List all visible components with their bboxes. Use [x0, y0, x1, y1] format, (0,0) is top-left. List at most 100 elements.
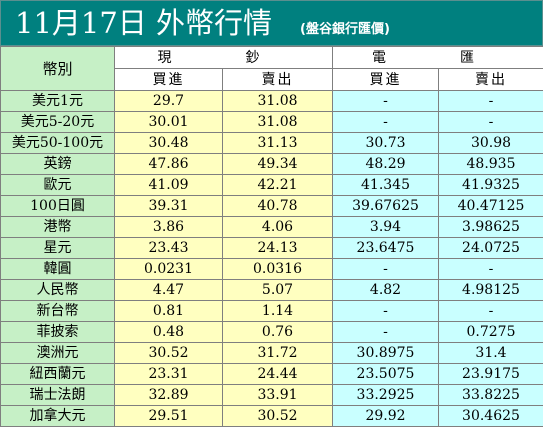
- table-row: 美元1元 29.7 31.08- -: [0, 90, 543, 112]
- table-row: 澳洲元 30.52 31.72 30.8975 31.4: [0, 342, 543, 364]
- cash-sell-header: 賣出: [222, 68, 333, 91]
- wire-buy-value: 23.6475: [332, 237, 439, 259]
- cash-sell-value: 5.07: [222, 279, 333, 301]
- wire-buy-value: -: [332, 111, 439, 133]
- cash-sell-value: 24.13: [222, 237, 333, 259]
- wire-buy-value: 30.73: [332, 132, 439, 154]
- page-subtitle: (盤谷銀行匯價): [300, 21, 390, 37]
- cash-buy-value: 30.52: [114, 342, 223, 364]
- wire-sell-value: 3.98625: [438, 216, 543, 238]
- currency-name: 加拿大元: [0, 405, 115, 427]
- cash-buy-value: 30.01: [114, 111, 223, 133]
- wire-buy-header: 買進: [332, 68, 439, 91]
- wire-sell-header: 賣出: [438, 68, 543, 91]
- cash-buy-value: 29.51: [114, 405, 223, 427]
- cash-buy-value: 0.81: [114, 300, 223, 322]
- table-row: 歐元 41.09 42.21 41.345 41.9325: [0, 174, 543, 196]
- table-row: 瑞士法朗 32.89 33.91 33.2925 33.8225: [0, 384, 543, 406]
- wire-sell-value: -: [438, 258, 543, 280]
- wire-sell-value: 4.98125: [438, 279, 543, 301]
- currency-name: 人民幣: [0, 279, 115, 301]
- cash-buy-value: 47.86: [114, 153, 223, 175]
- currency-name: 港幣: [0, 216, 115, 238]
- table-row: 新台幣 0.81 1.14- -: [0, 300, 543, 322]
- cash-sell-value: 1.14: [222, 300, 333, 322]
- wire-sell-value: 24.0725: [438, 237, 543, 259]
- cash-buy-header: 買進: [114, 68, 223, 91]
- table-row: 英鎊 47.86 49.34 48.29 48.935: [0, 153, 543, 175]
- cash-buy-value: 29.7: [114, 90, 223, 112]
- wire-buy-value: 30.8975: [332, 342, 439, 364]
- wire-sell-value: -: [438, 111, 543, 133]
- currency-name: 英鎊: [0, 153, 115, 175]
- cash-sell-value: 30.52: [222, 405, 333, 427]
- cash-buy-value: 0.48: [114, 321, 223, 343]
- table-row: 100日圓 39.31 40.78 39.67625 40.47125: [0, 195, 543, 217]
- exchange-rate-table: 幣別 現 鈔 電 匯 買進 賣出 買進 賣出 美元1元 29.7 31.08- - 美元…: [0, 46, 543, 427]
- wire-sell-value: -: [438, 90, 543, 112]
- currency-name: 新台幣: [0, 300, 115, 322]
- wire-sell-value: 30.98: [438, 132, 543, 154]
- wire-buy-value: -: [332, 321, 439, 343]
- page-title: 11月17日 外幣行情: [15, 6, 273, 40]
- cash-sell-value: 31.08: [222, 111, 333, 133]
- currency-name: 美元50-100元: [0, 132, 115, 154]
- table-row: 美元5-20元 30.01 31.08- -: [0, 111, 543, 133]
- cash-sell-value: 0.76: [222, 321, 333, 343]
- wire-sell-value: 30.4625: [438, 405, 543, 427]
- table-row: 港幣 3.86 4.06 3.94 3.98625: [0, 216, 543, 238]
- wire-buy-value: 48.29: [332, 153, 439, 175]
- currency-name: 星元: [0, 237, 115, 259]
- wire-buy-value: 33.2925: [332, 384, 439, 406]
- cash-buy-value: 30.48: [114, 132, 223, 154]
- wire-buy-value: -: [332, 90, 439, 112]
- currency-header: 幣別: [0, 46, 115, 91]
- wire-sell-value: 23.9175: [438, 363, 543, 385]
- currency-name: 韓圓: [0, 258, 115, 280]
- currency-name: 澳洲元: [0, 342, 115, 364]
- cash-sell-value: 42.21: [222, 174, 333, 196]
- wire-buy-value: 41.345: [332, 174, 439, 196]
- cash-sell-value: 33.91: [222, 384, 333, 406]
- table-row: 紐西蘭元 23.31 24.44 23.5075 23.9175: [0, 363, 543, 385]
- cash-buy-value: 4.47: [114, 279, 223, 301]
- table-row: 星元 23.43 24.13 23.6475 24.0725: [0, 237, 543, 259]
- cash-sell-value: 4.06: [222, 216, 333, 238]
- currency-name: 歐元: [0, 174, 115, 196]
- header-row-sub: 買進 賣出 買進 賣出: [1, 68, 543, 91]
- wire-sell-value: 40.47125: [438, 195, 543, 217]
- cash-sell-value: 31.13: [222, 132, 333, 154]
- cash-buy-value: 39.31: [114, 195, 223, 217]
- cash-buy-value: 0.0231: [114, 258, 223, 280]
- wire-sell-value: 33.8225: [438, 384, 543, 406]
- wire-sell-value: 48.935: [438, 153, 543, 175]
- table-row: 美元50-100元 30.48 31.13 30.73 30.98: [0, 132, 543, 154]
- cash-buy-value: 23.31: [114, 363, 223, 385]
- cash-sell-value: 31.72: [222, 342, 333, 364]
- currency-name: 美元5-20元: [0, 111, 115, 133]
- cash-header: 現 鈔: [114, 46, 333, 69]
- wire-buy-value: 29.92: [332, 405, 439, 427]
- cash-sell-value: 24.44: [222, 363, 333, 385]
- wire-header: 電 匯: [332, 46, 543, 69]
- currency-name: 100日圓: [0, 195, 115, 217]
- currency-name: 瑞士法朗: [0, 384, 115, 406]
- table-row: 加拿大元 29.51 30.52 29.92 30.4625: [0, 405, 543, 427]
- cash-sell-value: 40.78: [222, 195, 333, 217]
- currency-name: 美元1元: [0, 90, 115, 112]
- wire-buy-value: 23.5075: [332, 363, 439, 385]
- cash-sell-value: 0.0316: [222, 258, 333, 280]
- cash-buy-value: 3.86: [114, 216, 223, 238]
- cash-buy-value: 32.89: [114, 384, 223, 406]
- currency-name: 菲披索: [0, 321, 115, 343]
- title-bar: 11月17日 外幣行情 (盤谷銀行匯價): [0, 0, 543, 46]
- wire-buy-value: 4.82: [332, 279, 439, 301]
- header-row-group: 幣別 現 鈔 電 匯: [0, 46, 543, 91]
- wire-buy-value: 39.67625: [332, 195, 439, 217]
- wire-sell-value: 41.9325: [438, 174, 543, 196]
- wire-sell-value: -: [438, 300, 543, 322]
- wire-buy-value: 3.94: [332, 216, 439, 238]
- cash-buy-value: 23.43: [114, 237, 223, 259]
- table-row: 韓圓 0.0231 0.0316- -: [0, 258, 543, 280]
